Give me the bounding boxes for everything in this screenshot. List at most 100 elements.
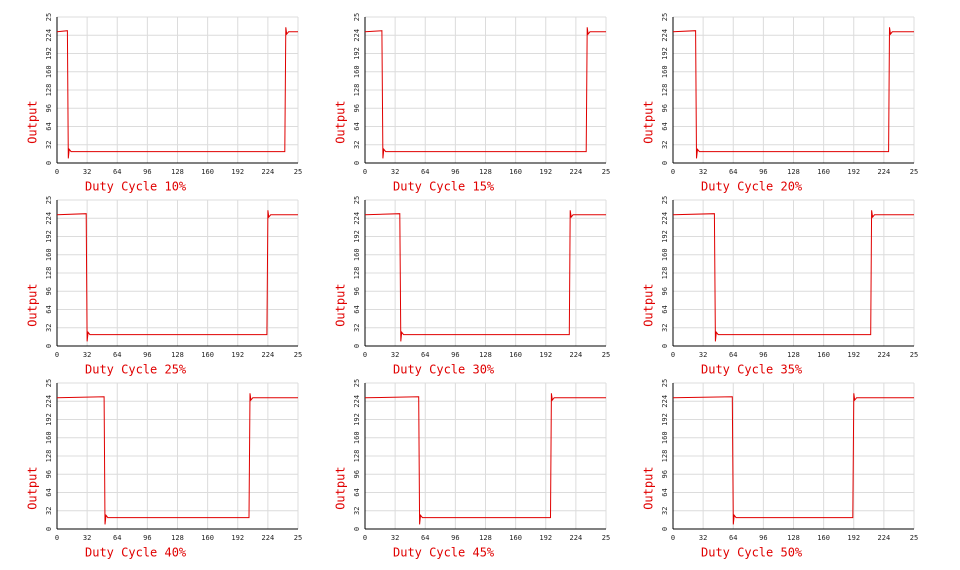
x-tick-label: 224	[262, 168, 275, 176]
y-tick-label: 224	[45, 29, 53, 42]
y-tick-label: 64	[45, 122, 53, 130]
x-tick-label: 128	[479, 534, 492, 542]
y-tick-label: 224	[661, 29, 669, 42]
y-tick-label: 32	[353, 324, 361, 332]
signal-line	[56, 393, 298, 525]
x-tick-label: 224	[878, 534, 891, 542]
x-tick-label: 64	[113, 351, 121, 359]
x-tick-label: 160	[817, 168, 830, 176]
x-tick-label: 0	[55, 534, 59, 542]
x-tick-label: 96	[759, 351, 767, 359]
y-tick-label: 192	[661, 230, 669, 243]
x-tick-label: 128	[171, 351, 184, 359]
x-tick-label: 0	[363, 534, 367, 542]
y-tick-label: 128	[45, 267, 53, 280]
x-tick-label: 32	[699, 351, 707, 359]
x-tick-label: 64	[729, 534, 737, 542]
y-tick-label: 0	[661, 344, 669, 348]
x-tick-label: 32	[699, 168, 707, 176]
y-axis-label: Output	[642, 466, 656, 509]
signal-line	[56, 210, 298, 342]
y-tick-label: 64	[353, 305, 361, 313]
y-tick-label: 128	[45, 450, 53, 463]
x-tick-label: 192	[231, 351, 244, 359]
y-tick-label: 96	[661, 470, 669, 478]
x-tick-label: 0	[671, 168, 675, 176]
x-tick-label: 32	[83, 351, 91, 359]
x-tick-label: 32	[391, 351, 399, 359]
x-axis-label: Duty Cycle 10%	[85, 180, 187, 194]
y-axis-label: Output	[334, 466, 348, 509]
x-tick-label: 25	[602, 168, 610, 176]
x-tick-label: 0	[671, 534, 675, 542]
y-tick-label: 96	[353, 470, 361, 478]
y-tick-label: 128	[45, 84, 53, 97]
x-axis-label: Duty Cycle 50%	[701, 546, 803, 560]
y-tick-label: 224	[45, 395, 53, 408]
x-tick-label: 192	[539, 168, 552, 176]
y-axis-label: Output	[642, 283, 656, 326]
x-tick-label: 0	[363, 168, 367, 176]
x-tick-label: 25	[910, 534, 918, 542]
y-tick-label: 224	[661, 395, 669, 408]
x-tick-label: 32	[699, 534, 707, 542]
y-tick-label: 0	[45, 344, 53, 348]
y-tick-label: 160	[661, 431, 669, 444]
x-axis-label: Duty Cycle 15%	[393, 180, 495, 194]
x-tick-label: 224	[878, 351, 891, 359]
x-tick-label: 64	[421, 168, 429, 176]
y-tick-label: 25	[661, 196, 669, 204]
x-tick-label: 0	[363, 351, 367, 359]
y-axis-label: Output	[334, 100, 348, 143]
x-tick-label: 64	[729, 351, 737, 359]
y-tick-label: 160	[45, 248, 53, 261]
signal-line	[364, 27, 606, 159]
y-tick-label: 192	[661, 47, 669, 60]
y-tick-label: 25	[661, 379, 669, 387]
y-tick-label: 25	[353, 196, 361, 204]
y-tick-label: 32	[661, 141, 669, 149]
y-tick-label: 160	[353, 248, 361, 261]
signal-line	[672, 393, 914, 525]
x-axis-label: Duty Cycle 30%	[393, 363, 495, 377]
x-tick-label: 192	[231, 534, 244, 542]
signal-line	[56, 27, 298, 159]
x-tick-label: 25	[294, 351, 302, 359]
y-axis-label: Output	[26, 283, 40, 326]
x-tick-label: 96	[451, 534, 459, 542]
y-tick-label: 192	[353, 413, 361, 426]
x-tick-label: 25	[910, 351, 918, 359]
x-tick-label: 64	[113, 534, 121, 542]
x-tick-label: 25	[602, 534, 610, 542]
y-axis-label: Output	[26, 466, 40, 509]
y-tick-label: 96	[353, 287, 361, 295]
y-tick-label: 0	[661, 161, 669, 165]
y-tick-label: 96	[45, 104, 53, 112]
x-tick-label: 160	[817, 534, 830, 542]
y-tick-label: 96	[45, 470, 53, 478]
x-tick-label: 224	[570, 168, 583, 176]
x-tick-label: 0	[671, 351, 675, 359]
x-tick-label: 192	[847, 168, 860, 176]
y-tick-label: 25	[45, 13, 53, 21]
y-tick-label: 64	[661, 122, 669, 130]
x-tick-label: 192	[847, 351, 860, 359]
y-tick-label: 25	[45, 196, 53, 204]
x-tick-label: 160	[509, 168, 522, 176]
x-tick-label: 160	[509, 351, 522, 359]
y-tick-label: 160	[45, 431, 53, 444]
y-tick-label: 160	[45, 65, 53, 78]
x-tick-label: 96	[451, 351, 459, 359]
y-tick-label: 64	[353, 122, 361, 130]
y-tick-label: 96	[661, 104, 669, 112]
y-tick-label: 224	[353, 395, 361, 408]
y-tick-label: 32	[661, 324, 669, 332]
x-tick-label: 64	[113, 168, 121, 176]
y-tick-label: 128	[353, 267, 361, 280]
x-tick-label: 25	[294, 168, 302, 176]
x-tick-label: 128	[479, 168, 492, 176]
y-tick-label: 160	[353, 431, 361, 444]
x-tick-label: 192	[847, 534, 860, 542]
y-tick-label: 64	[353, 488, 361, 496]
